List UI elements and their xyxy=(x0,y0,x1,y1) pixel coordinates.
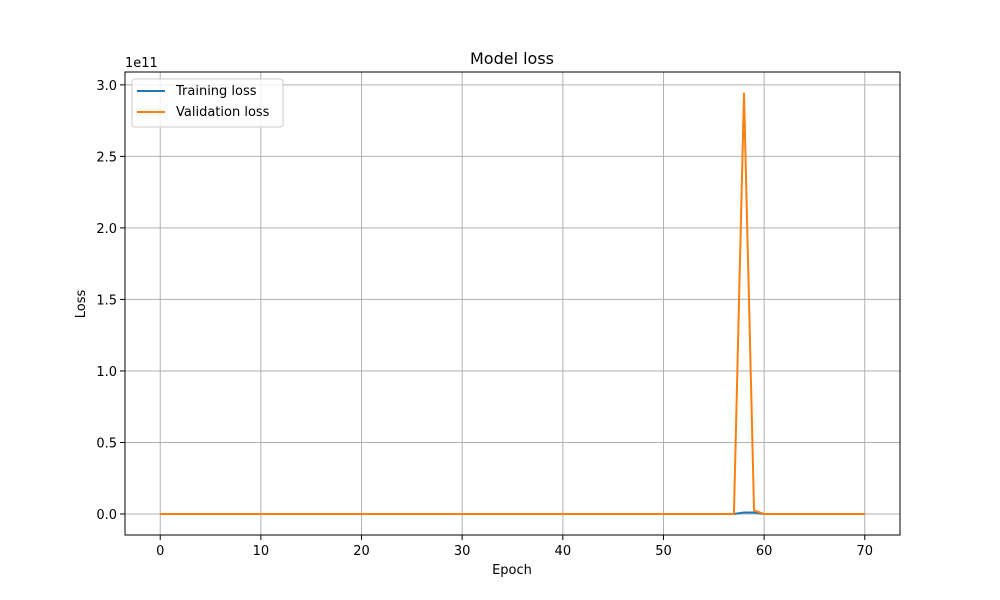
plot-area xyxy=(125,72,900,535)
y-tick-label: 1.5 xyxy=(96,293,117,308)
y-tick-label: 0.5 xyxy=(96,436,117,451)
legend-box xyxy=(131,78,284,128)
legend-label-validation: Validation loss xyxy=(176,105,270,120)
x-tick-label: 60 xyxy=(756,544,773,559)
legend-label-training: Training loss xyxy=(175,84,257,99)
y-tick-label: 3.0 xyxy=(96,79,117,94)
x-ticks: 0 10 20 30 40 50 60 70 xyxy=(156,535,873,559)
y-tick-label: 1.0 xyxy=(96,365,117,380)
grid-layer xyxy=(125,72,900,535)
x-tick-label: 30 xyxy=(454,544,471,559)
y-offset-text: 1e11 xyxy=(125,56,158,71)
x-tick-label: 20 xyxy=(353,544,370,559)
y-tick-label: 2.5 xyxy=(96,150,117,165)
series-layer xyxy=(160,92,865,515)
x-tick-label: 10 xyxy=(253,544,270,559)
x-tick-label: 50 xyxy=(655,544,672,559)
x-tick-label: 0 xyxy=(156,544,164,559)
x-tick-label: 40 xyxy=(555,544,572,559)
y-ticks: 0.0 0.5 1.0 1.5 2.0 2.5 3.0 xyxy=(96,79,125,523)
y-tick-label: 2.0 xyxy=(96,222,117,237)
y-tick-label: 0.0 xyxy=(96,508,117,523)
x-axis-label: Epoch xyxy=(492,563,532,578)
legend: Training loss Validation loss xyxy=(131,78,284,128)
y-axis-label: Loss xyxy=(74,290,89,319)
chart-title: Model loss xyxy=(470,49,554,68)
plot-frame xyxy=(124,71,901,536)
x-tick-label: 70 xyxy=(856,544,873,559)
series-line-validation-loss xyxy=(160,92,865,515)
